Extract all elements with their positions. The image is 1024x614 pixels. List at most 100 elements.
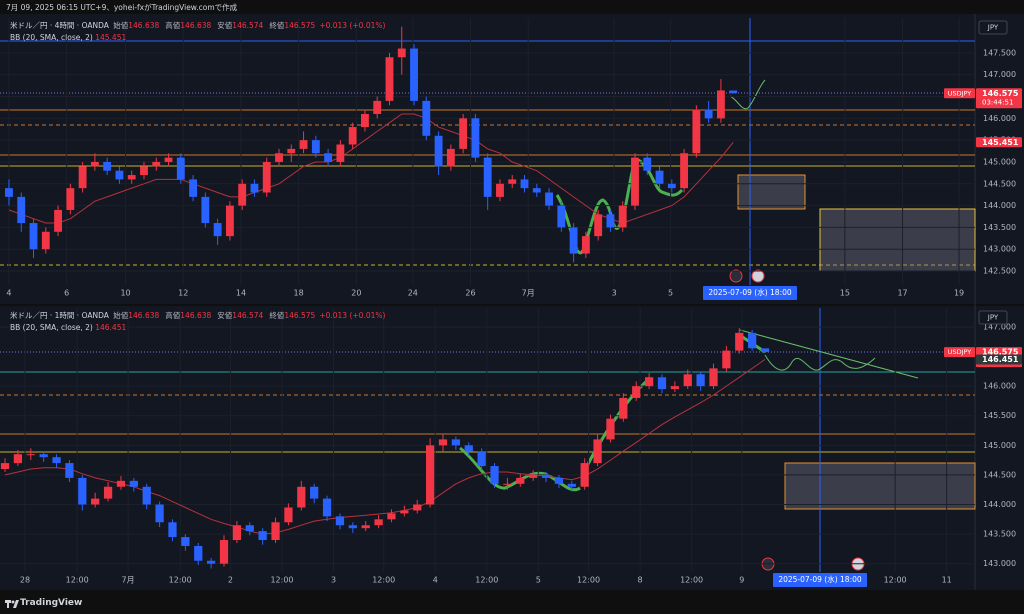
candle-body: [683, 374, 692, 387]
candle-body: [541, 474, 551, 478]
candle-body: [644, 377, 654, 387]
candle-body: [397, 48, 406, 58]
candle-body: [13, 454, 23, 464]
x-tick-label: 12:00: [270, 576, 293, 585]
bb-tag: 146.451: [982, 355, 1019, 364]
candle-body: [606, 214, 615, 228]
indicator-value: 146.451: [95, 323, 127, 332]
candle-body: [545, 192, 553, 206]
symbol-tag-bg: [944, 88, 975, 99]
x-tick-label: 3: [331, 576, 336, 585]
candle-body: [164, 157, 173, 162]
currency-bg: [978, 20, 1008, 35]
x-tick-label: 8: [638, 576, 643, 585]
candle-body: [729, 90, 738, 94]
candle-body: [446, 148, 455, 167]
candle-body: [201, 196, 210, 224]
field-value: 146.575: [284, 21, 316, 30]
candle-body: [41, 231, 50, 250]
candle-body: [520, 179, 529, 189]
x-tick-label: 2: [228, 576, 233, 585]
candle-body: [207, 560, 216, 564]
event-icon[interactable]: [751, 269, 765, 283]
field-value: 146.574: [232, 311, 264, 320]
projection: [764, 354, 876, 371]
candle-body: [451, 439, 460, 446]
candle-body: [39, 454, 48, 458]
zone-box: [737, 174, 806, 210]
candle-body: [90, 161, 99, 167]
legend: 米ドル／円 · 4時間 · OANDA 始値146.638 高値146.638 安値…: [10, 20, 389, 44]
candle-body: [477, 451, 486, 467]
candle-body: [29, 223, 38, 250]
x-tick-label: 24: [408, 289, 418, 298]
candle-body: [434, 135, 443, 167]
candle-body: [168, 522, 177, 538]
candle-body: [26, 454, 35, 456]
candle-body: [245, 525, 254, 532]
candle-body: [490, 466, 499, 484]
candle-body: [219, 540, 229, 564]
candle-body: [716, 90, 725, 119]
indicator: BB (20, SMA, close, 2): [10, 33, 93, 42]
change: +0.013 (+0.01%): [319, 21, 386, 30]
candle-body: [696, 374, 705, 387]
symbol: 米ドル／円 · 1時間 · OANDA: [10, 311, 109, 320]
zone-box: [784, 462, 976, 510]
candle-body: [91, 498, 100, 505]
candle-body: [65, 463, 74, 478]
y-tick-label: 145.500: [983, 411, 1016, 420]
y-tick-label: 147.000: [983, 70, 1016, 79]
candle-body: [606, 418, 615, 440]
candle-body: [66, 188, 75, 210]
candle-body: [704, 109, 713, 119]
countdown-tag: 03:44:51: [982, 98, 1013, 106]
x-tick-label: 6: [64, 289, 69, 298]
field-label: 始値: [113, 21, 129, 30]
field-value: 146.638: [128, 21, 160, 30]
candle-body: [619, 397, 628, 419]
y-tick-label: 144.500: [983, 470, 1016, 479]
candle-body: [508, 179, 517, 184]
field-value: 146.575: [284, 311, 316, 320]
candle-body: [155, 504, 164, 523]
y-tick-label: 143.000: [983, 245, 1016, 254]
candle-body: [670, 386, 679, 390]
x-tick-label: 3: [612, 289, 617, 298]
x-tick-label: 4: [6, 289, 11, 298]
x-tick-label: 7月: [522, 289, 535, 298]
x-tick-label: 10: [120, 289, 130, 298]
candle-body: [459, 118, 468, 149]
x-tick-label: 5: [668, 289, 673, 298]
projection: [729, 79, 766, 110]
crosshair-label: 2025-07-09 (水) 18:00: [708, 287, 792, 297]
candle-body: [760, 348, 770, 353]
candle-body: [287, 148, 296, 154]
y-tick-label: 144.500: [983, 179, 1016, 188]
x-tick-label: 12:00: [169, 576, 192, 585]
candle-body: [335, 516, 345, 526]
candle-body: [643, 157, 652, 171]
x-tick-label: 9: [739, 576, 744, 585]
symbol-tag: USDJPY: [948, 348, 972, 356]
x-tick-label: 18: [294, 289, 304, 298]
y-tick-label: 146.000: [983, 114, 1016, 123]
x-tick-label: 7月: [121, 576, 134, 585]
candle-body: [232, 525, 242, 541]
candle-body: [142, 486, 151, 505]
candle-body: [413, 504, 422, 511]
x-tick-label: 12:00: [577, 576, 600, 585]
candle-body: [631, 157, 639, 206]
candle-body: [581, 236, 590, 254]
candle-body: [348, 127, 357, 145]
x-tick-label: 12:00: [475, 576, 498, 585]
candle-body: [140, 166, 148, 176]
candle-body: [464, 445, 473, 452]
candle-body: [748, 332, 757, 349]
event-icon[interactable]: [729, 269, 743, 283]
candle-body: [336, 144, 345, 162]
y-tick-label: 144.000: [983, 500, 1016, 509]
panel-background: [0, 306, 1024, 590]
x-tick-label: 19: [954, 289, 964, 298]
